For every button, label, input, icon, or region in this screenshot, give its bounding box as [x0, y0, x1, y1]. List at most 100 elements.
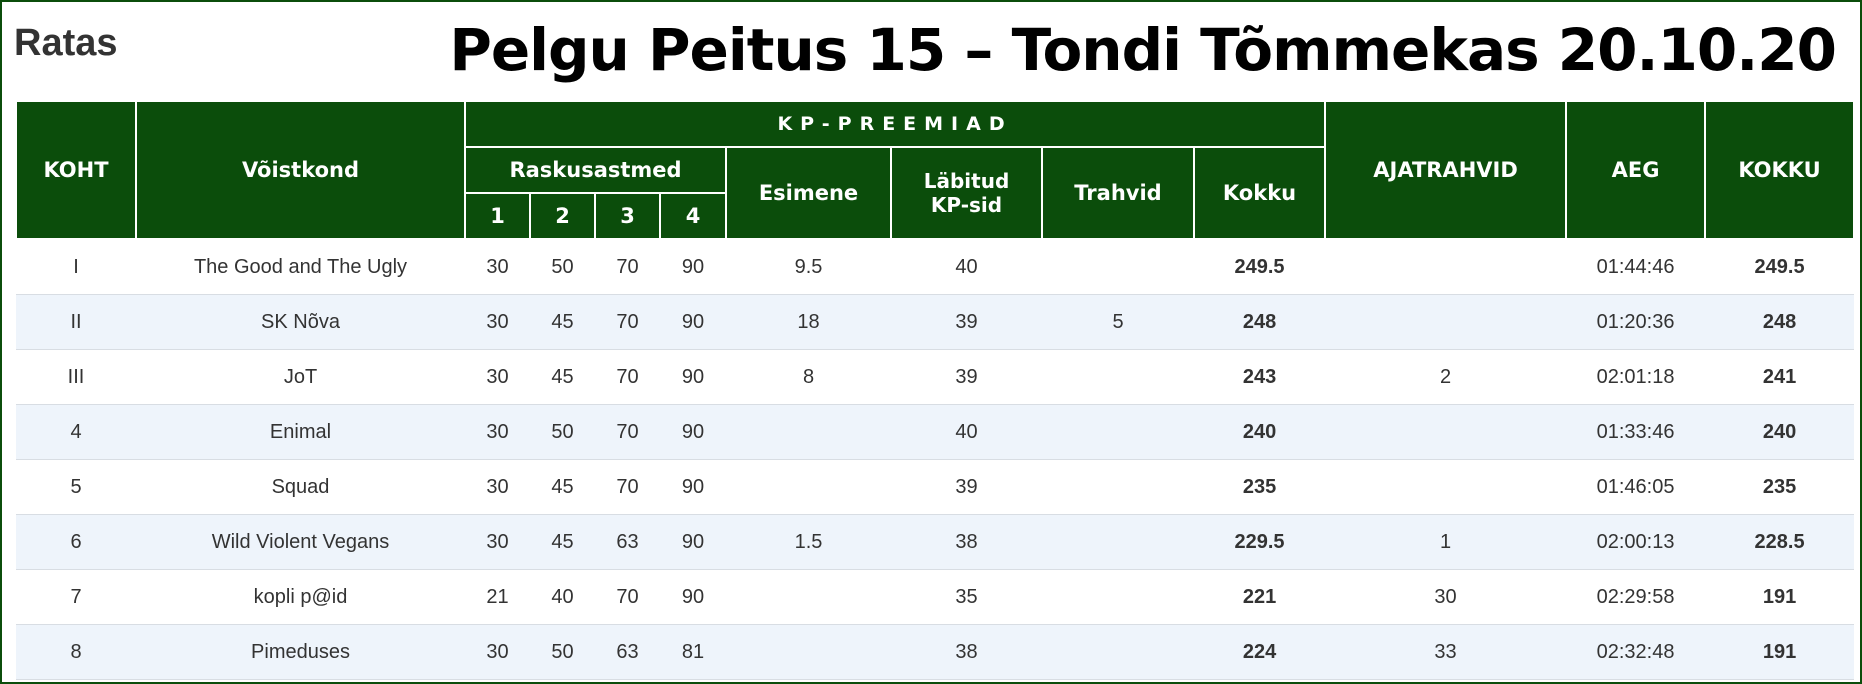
cell-penalty: [1042, 239, 1194, 295]
cell-time: 02:00:13: [1566, 514, 1706, 570]
cell-level-3: 70: [595, 239, 660, 295]
cell-level-4: 90: [660, 404, 726, 460]
cell-team: JoT: [136, 349, 465, 405]
col-header-passed-kp[interactable]: Läbitud KP-sid: [890, 146, 1043, 240]
cell-level-4: 90: [660, 349, 726, 405]
cell-level-4: 90: [660, 294, 726, 350]
cell-time-penalty: 30: [1325, 569, 1567, 625]
cell-penalty: [1042, 349, 1194, 405]
cell-first: [726, 404, 891, 460]
cell-place: 4: [16, 404, 136, 460]
cell-kp-total: 229.5: [1194, 514, 1326, 570]
table-row: II SK Nõva 30 45 70 90 18 39 5 248 01:20:36 248: [16, 294, 1855, 350]
cell-level-3: 63: [595, 514, 660, 570]
cell-level-4: 90: [660, 514, 726, 570]
cell-level-2: 45: [530, 459, 595, 515]
cell-time-penalty: [1325, 459, 1567, 515]
cell-team: Pimeduses: [136, 624, 465, 680]
cell-level-4: 90: [660, 239, 726, 295]
col-header-level-2[interactable]: 2: [529, 192, 596, 240]
cell-level-2: 50: [530, 404, 595, 460]
col-header-level-3[interactable]: 3: [594, 192, 661, 240]
cell-kp-total: 249.5: [1194, 239, 1326, 295]
cell-first: [726, 624, 891, 680]
cell-total: 235: [1705, 459, 1855, 515]
cell-place: I: [16, 239, 136, 295]
col-header-level-1[interactable]: 1: [464, 192, 531, 240]
cell-level-1: 30: [465, 404, 530, 460]
cell-level-3: 70: [595, 569, 660, 625]
cell-first: [726, 459, 891, 515]
cell-level-2: 45: [530, 514, 595, 570]
cell-level-2: 45: [530, 294, 595, 350]
cell-level-1: 30: [465, 624, 530, 680]
category-title: Ratas: [14, 22, 118, 64]
cell-penalty: [1042, 459, 1194, 515]
col-header-kp-total[interactable]: Kokku: [1192, 146, 1327, 240]
cell-total: 228.5: [1705, 514, 1855, 570]
cell-kp-total: 240: [1194, 404, 1326, 460]
cell-passed-kp: 35: [891, 569, 1042, 625]
cell-time: 02:29:58: [1566, 569, 1706, 625]
cell-penalty: 5: [1042, 294, 1194, 350]
cell-level-4: 90: [660, 569, 726, 625]
passed-label-line2: KP-sid: [930, 193, 1003, 217]
cell-level-3: 70: [595, 404, 660, 460]
cell-kp-total: 248: [1194, 294, 1326, 350]
cell-time-penalty: [1325, 294, 1567, 350]
cell-time-penalty: [1325, 239, 1567, 295]
cell-kp-total: 221: [1194, 569, 1326, 625]
col-header-penalties[interactable]: Trahvid: [1041, 146, 1195, 240]
cell-level-3: 70: [595, 349, 660, 405]
cell-level-2: 50: [530, 624, 595, 680]
cell-total: 249.5: [1705, 239, 1855, 295]
cell-time: 01:44:46: [1566, 239, 1706, 295]
table-row: 6 Wild Violent Vegans 30 45 63 90 1.5 38 229.5 1 0…: [16, 514, 1855, 570]
cell-place: II: [16, 294, 136, 350]
col-header-first[interactable]: Esimene: [725, 146, 892, 240]
col-group-kp-prizes: KP-PREEMIAD: [463, 100, 1327, 148]
cell-penalty: [1042, 514, 1194, 570]
cell-passed-kp: 40: [891, 404, 1042, 460]
cell-level-3: 70: [595, 294, 660, 350]
cell-time: 02:01:18: [1566, 349, 1706, 405]
cell-team: Enimal: [136, 404, 465, 460]
cell-level-2: 45: [530, 349, 595, 405]
col-header-place[interactable]: KOHT: [15, 100, 137, 240]
cell-total: 191: [1705, 569, 1855, 625]
cell-time: 02:32:48: [1566, 624, 1706, 680]
col-header-time-penalties[interactable]: AJATRAHVID: [1324, 100, 1568, 240]
col-header-time[interactable]: AEG: [1565, 100, 1707, 240]
cell-level-1: 30: [465, 349, 530, 405]
table-row: 5 Squad 30 45 70 90 39 235 01:46:05 235: [16, 459, 1855, 515]
cell-level-3: 70: [595, 459, 660, 515]
cell-place: 7: [16, 569, 136, 625]
passed-label-line1: Läbitud: [923, 169, 1010, 193]
cell-penalty: [1042, 569, 1194, 625]
cell-first: [726, 569, 891, 625]
cell-passed-kp: 38: [891, 514, 1042, 570]
cell-place: 5: [16, 459, 136, 515]
cell-kp-total: 235: [1194, 459, 1326, 515]
cell-level-1: 30: [465, 459, 530, 515]
cell-kp-total: 224: [1194, 624, 1326, 680]
col-header-total[interactable]: KOKKU: [1704, 100, 1856, 240]
table-header: KOHT Võistkond KP-PREEMIAD AJATRAHVID AE…: [15, 100, 1856, 240]
cell-place: 6: [16, 514, 136, 570]
cell-passed-kp: 39: [891, 294, 1042, 350]
cell-team: The Good and The Ugly: [136, 239, 465, 295]
cell-time: 01:46:05: [1566, 459, 1706, 515]
col-header-team[interactable]: Võistkond: [135, 100, 466, 240]
table-row: 8 Pimeduses 30 50 63 81 38 224 33 02:32:48 191: [16, 624, 1855, 680]
cell-team: SK Nõva: [136, 294, 465, 350]
cell-level-4: 90: [660, 459, 726, 515]
cell-penalty: [1042, 624, 1194, 680]
col-header-level-4[interactable]: 4: [659, 192, 727, 240]
cell-time-penalty: 1: [1325, 514, 1567, 570]
cell-first: 18: [726, 294, 891, 350]
cell-level-1: 30: [465, 239, 530, 295]
cell-place: III: [16, 349, 136, 405]
cell-level-1: 30: [465, 294, 530, 350]
cell-first: 1.5: [726, 514, 891, 570]
